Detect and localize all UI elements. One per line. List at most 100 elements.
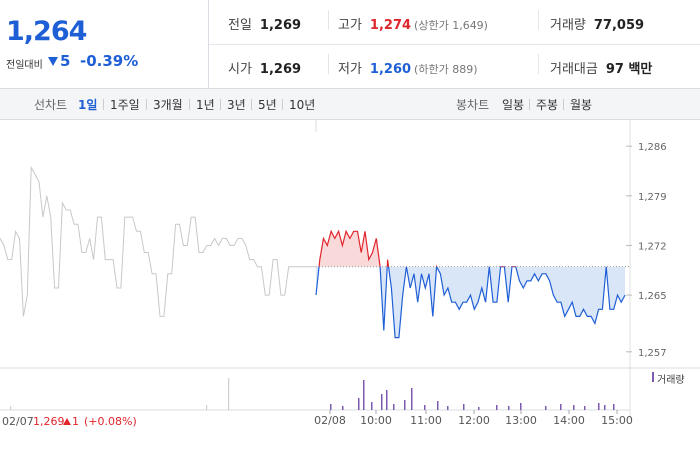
stat-label: 고가	[338, 18, 362, 33]
tab-monthly[interactable]: 월봉	[570, 98, 593, 112]
prev-day-series	[0, 165, 316, 317]
volume-bar	[371, 402, 373, 410]
quote-header: 1,264 전일대비 5 -0.39% 전일 1,269 고가 1,274 (상한가 …	[0, 0, 700, 89]
stat-amount: 거래대금 97 백만	[550, 58, 652, 77]
volume-bar	[560, 404, 562, 410]
chart-grid	[0, 120, 700, 420]
x-tick-label: 11:00	[410, 414, 442, 427]
prev-day-line	[0, 165, 316, 317]
volume-bar	[573, 405, 575, 410]
price-chart: 1,286 1,279 1,272 1,265 1,257 02/08 10:00 11:00…	[0, 120, 700, 427]
tab-divider	[251, 99, 252, 110]
divider	[538, 10, 539, 30]
tab-divider	[220, 99, 221, 110]
x-tick-label: 10:00	[360, 414, 392, 427]
change-percent: -0.39%	[80, 52, 139, 70]
tab-3y[interactable]: 3년	[227, 98, 246, 112]
stat-prev-close: 전일 1,269	[228, 14, 301, 33]
volume-bar	[478, 407, 480, 410]
stat-value: 1,269	[259, 62, 302, 77]
tab-divider	[282, 99, 283, 110]
volume-bar	[386, 390, 388, 410]
lower-limit: (하한가 889)	[414, 63, 478, 76]
y-tick-label: 1,257	[638, 348, 667, 359]
stat-volume: 거래량 77,059	[550, 14, 644, 33]
upper-limit: (상한가 1,649)	[414, 19, 488, 32]
tab-10y[interactable]: 10년	[289, 98, 316, 112]
x-tick-label: 14:00	[553, 414, 585, 427]
volume-bar	[496, 405, 498, 410]
volume-bar	[393, 404, 395, 410]
volume-bar	[520, 403, 522, 410]
tab-divider	[103, 99, 104, 110]
volume-legend: 거래량	[657, 375, 685, 386]
stat-label: 전일	[228, 18, 252, 33]
stat-value: 1,274	[369, 18, 412, 33]
volume-bar	[363, 380, 365, 410]
volume-bar	[228, 378, 230, 410]
y-tick-label: 1,286	[638, 142, 667, 153]
prev-day-change-pct: (+0.08%)	[84, 415, 137, 428]
volume-bar	[342, 406, 344, 410]
y-tick-label: 1,279	[638, 192, 667, 203]
volume-bar	[404, 400, 406, 410]
divider	[328, 54, 329, 74]
stat-open: 시가 1,269	[228, 58, 301, 77]
tab-divider	[529, 99, 530, 110]
header-separator	[209, 44, 700, 45]
stat-value: 77,059	[593, 18, 645, 33]
chart-period-tabs: 선차트 1일 1주일 3개월 1년 3년 5년 10년 봉차트 일봉 주봉 월봉	[0, 89, 700, 120]
volume-bar	[358, 398, 360, 410]
divider	[328, 10, 329, 30]
x-tick-label: 12:00	[458, 414, 490, 427]
axis-ticks: 1,286 1,279 1,272 1,265 1,257 02/08 10:00 11:00…	[314, 120, 667, 427]
stat-value: 1,269	[259, 18, 302, 33]
up-area	[316, 231, 625, 267]
tab-1w[interactable]: 1주일	[110, 98, 140, 112]
down-triangle-icon	[48, 57, 58, 66]
today-series	[315, 229, 630, 339]
candle-chart-label: 봉차트	[456, 98, 490, 112]
y-tick-label: 1,272	[638, 241, 667, 252]
volume-bars	[10, 378, 615, 410]
prev-day-date: 02/07	[2, 415, 34, 428]
volume-bar	[411, 388, 413, 410]
volume-bar	[598, 403, 600, 410]
tab-divider	[189, 99, 190, 110]
stat-high: 고가 1,274 (상한가 1,649)	[338, 14, 488, 33]
current-price: 1,264	[6, 16, 87, 47]
line-chart-label: 선차트	[34, 98, 68, 112]
tab-3m[interactable]: 3개월	[153, 98, 183, 112]
volume-bar	[10, 406, 12, 410]
down-line	[315, 266, 626, 339]
stat-label: 거래량	[550, 18, 586, 33]
stat-low: 저가 1,260 (하한가 889)	[338, 58, 477, 77]
volume-bar	[437, 401, 439, 410]
tab-daily[interactable]: 일봉	[502, 98, 525, 112]
stat-value: 1,260	[369, 62, 412, 77]
stat-value: 97 백만	[605, 62, 653, 77]
up-triangle-icon	[63, 418, 71, 425]
volume-bar	[584, 406, 586, 410]
volume-bar	[330, 404, 332, 410]
tab-divider	[563, 99, 564, 110]
plot-area	[0, 120, 630, 410]
prev-day-change: 1	[72, 415, 79, 428]
stat-label: 시가	[228, 62, 252, 77]
tab-divider	[146, 99, 147, 110]
volume-bar	[463, 404, 465, 410]
x-tick-label: 02/08	[314, 414, 346, 427]
volume-bar	[447, 406, 449, 410]
prev-day-close: 1,269	[33, 415, 65, 428]
change-value: 5	[60, 52, 71, 70]
tab-5y[interactable]: 5년	[258, 98, 277, 112]
volume-bar	[604, 405, 606, 410]
volume-bar	[206, 405, 208, 410]
tab-1d[interactable]: 1일	[78, 98, 98, 112]
stat-label: 저가	[338, 62, 362, 77]
volume-bar	[381, 394, 383, 410]
volume-bar	[545, 406, 547, 410]
divider	[538, 54, 539, 74]
tab-1y[interactable]: 1년	[196, 98, 215, 112]
tab-weekly[interactable]: 주봉	[536, 98, 559, 112]
